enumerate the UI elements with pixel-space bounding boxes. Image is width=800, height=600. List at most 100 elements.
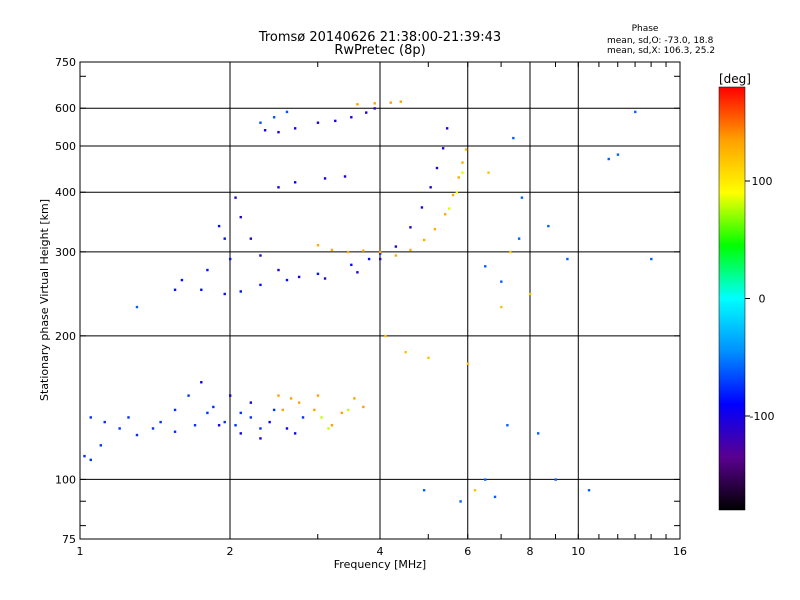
data-point: [445, 127, 449, 130]
x-tick-label: 6: [464, 545, 471, 558]
data-point: [293, 127, 297, 130]
data-point: [277, 394, 280, 397]
data-point: [259, 121, 262, 124]
data-point: [404, 350, 407, 354]
data-point: [409, 226, 412, 229]
data-point: [293, 432, 297, 435]
y-tick-label: 500: [55, 140, 76, 153]
data-point: [281, 408, 284, 412]
phase-mean-o: mean, sd,O: -73.0, 18.8: [607, 36, 714, 46]
data-point: [234, 196, 237, 199]
data-point: [229, 394, 232, 397]
data-point: [249, 401, 253, 404]
data-point: [459, 500, 462, 503]
data-point: [433, 227, 437, 231]
data-point: [461, 161, 464, 164]
data-point: [334, 119, 337, 123]
data-point: [343, 175, 347, 178]
data-point: [394, 245, 398, 248]
data-point: [330, 248, 334, 252]
data-point: [259, 427, 262, 430]
chart-subtitle: RwPretec (8p): [334, 43, 425, 58]
data-point: [316, 272, 320, 276]
data-point: [217, 424, 221, 427]
data-point: [389, 101, 392, 104]
phase-title: Phase: [632, 24, 659, 34]
data-point: [200, 288, 203, 291]
data-point: [517, 237, 521, 240]
data-point: [350, 263, 353, 267]
data-point: [500, 280, 503, 283]
data-point: [512, 136, 515, 140]
data-point: [103, 420, 106, 424]
data-point: [229, 257, 232, 261]
data-point: [373, 107, 376, 110]
data-point: [200, 381, 203, 384]
data-point: [206, 268, 209, 272]
y-tick-label: 100: [55, 473, 76, 486]
data-point: [362, 249, 365, 252]
data-point: [173, 430, 177, 433]
data-point: [536, 432, 540, 435]
data-point: [330, 424, 334, 427]
y-axis-ticks: 75 100 200 300 400 500 600 750: [55, 56, 680, 546]
data-point: [316, 244, 320, 247]
data-point: [500, 305, 503, 309]
data-point: [379, 250, 382, 254]
data-point: [173, 408, 177, 412]
data-point: [268, 420, 271, 424]
data-point: [212, 405, 215, 409]
data-point: [259, 437, 262, 440]
data-point: [427, 356, 430, 360]
y-axis-label: Stationary phase Virtual Height [km]: [38, 199, 51, 401]
x-tick-label: 1: [77, 545, 84, 558]
data-point: [373, 102, 376, 105]
y-tick-label: 75: [62, 533, 76, 546]
data-point: [464, 148, 468, 151]
data-point: [277, 186, 280, 189]
data-point: [187, 394, 190, 397]
colorbar: [718, 86, 746, 511]
y-tick-label: 300: [55, 246, 76, 259]
y-tick-label: 600: [55, 102, 76, 115]
data-point: [180, 278, 184, 282]
data-point: [409, 248, 412, 252]
data-point: [362, 405, 365, 409]
data-point: [277, 268, 280, 272]
data-point: [447, 207, 451, 210]
data-point: [443, 213, 447, 216]
data-point: [259, 254, 262, 257]
data-point: [323, 177, 327, 180]
data-point: [135, 433, 139, 437]
data-point: [451, 193, 455, 197]
data-point: [263, 129, 267, 132]
data-point: [399, 100, 403, 103]
data-point: [484, 265, 487, 268]
data-point: [89, 458, 92, 462]
data-point: [422, 489, 426, 492]
x-tick-label: 16: [673, 545, 687, 558]
data-point: [394, 254, 398, 257]
data-point: [118, 427, 121, 430]
data-point: [493, 495, 497, 499]
x-tick-label: 8: [527, 545, 534, 558]
data-point: [272, 116, 276, 119]
data-point: [607, 157, 610, 161]
data-point: [484, 478, 487, 481]
data-points: [83, 100, 653, 503]
colorbar-tick-label: -100: [750, 410, 775, 423]
data-point: [520, 196, 524, 199]
data-point: [466, 362, 470, 365]
data-point: [367, 257, 371, 261]
data-point: [356, 103, 359, 106]
phase-mean-x: mean, sd,X: 106.3, 25.2: [607, 46, 715, 56]
colorbar-tick-label: 100: [752, 175, 773, 188]
data-point: [547, 224, 550, 228]
x-tick-label: 2: [227, 545, 234, 558]
x-axis-ticks: 1 2 4 6 8 10 16: [77, 62, 687, 558]
data-point: [151, 427, 155, 430]
data-point: [350, 116, 353, 119]
data-point: [429, 186, 432, 189]
data-point: [473, 489, 477, 492]
